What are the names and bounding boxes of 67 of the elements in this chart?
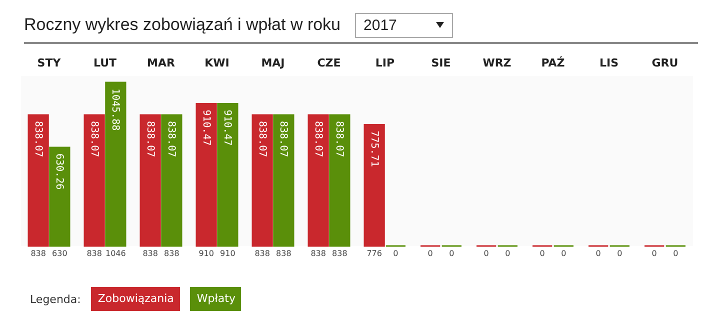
bar <box>49 146 70 247</box>
bar <box>308 114 329 247</box>
x-tick-label: LIS <box>599 56 619 70</box>
data-label: 838.07 <box>32 121 44 158</box>
data-label: 838.07 <box>312 121 324 158</box>
annotation: 0 <box>484 249 489 258</box>
annotation: 838 <box>142 249 158 258</box>
bar <box>273 114 294 247</box>
x-tick-label: WRZ <box>482 56 512 70</box>
chart-subtitle: 2017 <box>364 16 397 34</box>
bar <box>329 114 350 247</box>
data-label: 838.07 <box>256 121 268 158</box>
annotation: 0 <box>617 249 622 258</box>
data-label: 630.26 <box>54 153 65 190</box>
data-label: 838.07 <box>166 121 177 158</box>
data-label: 775.71 <box>368 130 380 167</box>
data-label: 838.07 <box>278 121 289 158</box>
legend-label: Zobowiązania <box>98 287 180 311</box>
data-label: 910.47 <box>200 110 212 146</box>
annotation: 0 <box>505 249 510 258</box>
bar <box>105 82 126 247</box>
x-tick-label: PAŹ <box>541 56 565 70</box>
legend-title: Legenda: <box>30 292 81 306</box>
x-tick-label: CZE <box>317 56 341 70</box>
x-tick-label: SIE <box>431 56 451 70</box>
annotation: 838 <box>332 249 348 258</box>
x-tick-label: LIP <box>375 56 395 70</box>
annotation: 630 <box>52 249 68 258</box>
bar <box>252 114 273 247</box>
annotation: 776 <box>366 249 382 258</box>
data-label: 838.07 <box>144 121 156 158</box>
annotation: 838 <box>30 249 46 258</box>
annotation: 838 <box>310 249 326 258</box>
annotation: 910 <box>220 249 236 258</box>
bar <box>84 114 105 247</box>
chart-title: Roczny wykres zobowiązań i wpłat w roku <box>24 15 341 35</box>
annotation: 0 <box>561 249 566 258</box>
x-tick-label: STY <box>37 56 62 70</box>
x-tick-label: KWI <box>204 56 230 70</box>
data-label: 838.07 <box>334 121 345 158</box>
annotation: 0 <box>673 249 678 258</box>
bar <box>217 102 238 247</box>
data-label: 838.07 <box>88 121 100 158</box>
bar <box>364 124 385 247</box>
annotation: 838 <box>164 249 180 258</box>
annotation: 838 <box>276 249 292 258</box>
annotation: 1046 <box>105 249 126 258</box>
x-tick-label: LUT <box>93 56 118 70</box>
data-label: 1045.88 <box>110 88 121 131</box>
annotation: 0 <box>540 249 545 258</box>
annotation: 838 <box>86 249 102 258</box>
annotation: 0 <box>393 249 398 258</box>
annotation: 910 <box>198 249 214 258</box>
annotation: 0 <box>652 249 657 258</box>
legend-label: Wpłaty <box>196 287 242 311</box>
annotation: 0 <box>428 249 433 258</box>
bar <box>140 114 161 247</box>
bar <box>161 114 182 247</box>
bar <box>28 114 49 247</box>
x-tick-label: GRU <box>652 56 678 70</box>
x-tick-label: MAR <box>147 56 176 70</box>
annotation: 0 <box>449 249 454 258</box>
data-label: 910.47 <box>222 110 233 146</box>
bar <box>196 102 217 247</box>
x-tick-label: MAJ <box>261 56 285 70</box>
annotation: 0 <box>596 249 601 258</box>
annotation: 838 <box>254 249 270 258</box>
